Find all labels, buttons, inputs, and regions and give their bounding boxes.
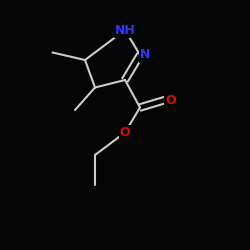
Text: O: O: [165, 94, 175, 106]
Text: N: N: [140, 48, 150, 62]
Text: NH: NH: [114, 24, 136, 36]
Text: O: O: [120, 126, 130, 139]
